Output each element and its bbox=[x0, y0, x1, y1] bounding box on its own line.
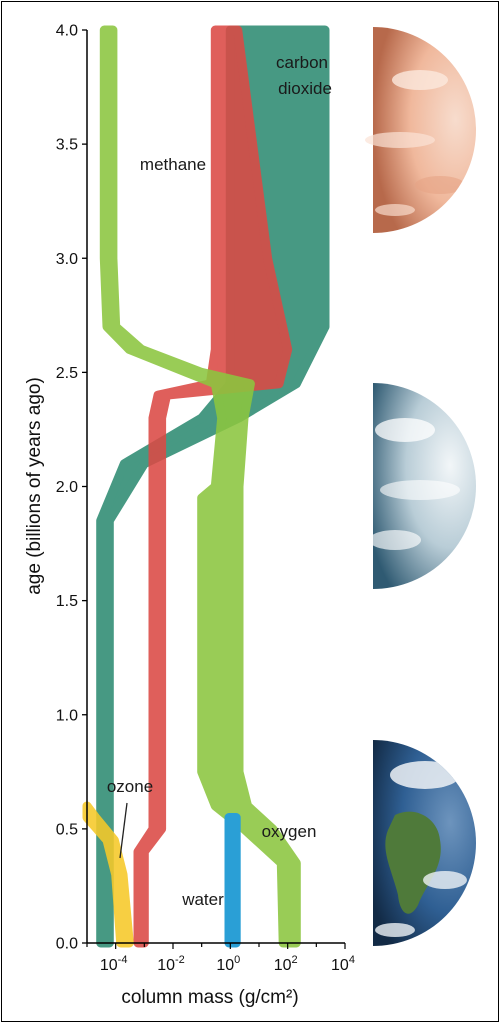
y-tick-label: 1.5 bbox=[56, 593, 78, 610]
x-tick-label: 102 bbox=[274, 954, 298, 974]
series-water bbox=[224, 813, 241, 948]
x-tick-label: 100 bbox=[216, 954, 240, 974]
middle-earth-planet bbox=[369, 383, 476, 589]
y-tick-label: 1.0 bbox=[56, 707, 78, 724]
label-dioxide: dioxide bbox=[278, 79, 332, 98]
y-tick-label: 0.5 bbox=[56, 821, 78, 838]
label-ozone: ozone bbox=[107, 777, 153, 796]
y-tick-label: 3.5 bbox=[56, 137, 78, 154]
modern-earth-planet bbox=[373, 740, 476, 946]
y-axis-label: age (billions of years ago) bbox=[24, 377, 45, 595]
label-oxygen: oxygen bbox=[262, 822, 317, 841]
y-tick-label: 2.5 bbox=[56, 365, 78, 382]
x-tick-label: 10-4 bbox=[100, 954, 128, 974]
x-tick-label: 104 bbox=[331, 954, 355, 974]
y-tick-label: 2.0 bbox=[56, 479, 78, 496]
label-methane: methane bbox=[140, 155, 206, 174]
y-tick-label: 4.0 bbox=[56, 23, 78, 40]
early-earth-planet bbox=[365, 27, 476, 233]
label-water: water bbox=[181, 890, 224, 909]
axes-layer: 0.0 0.5 1.0 1.5 2.0 2.5 3.0 3.5 4.0 10-4 10-2 100 10… bbox=[56, 23, 355, 975]
y-tick-label: 3.0 bbox=[56, 251, 78, 268]
x-tick-label: 10-2 bbox=[157, 954, 185, 974]
y-tick-label: 0.0 bbox=[56, 936, 78, 953]
ozone-leader-line bbox=[119, 802, 128, 859]
label-carbon: carbon bbox=[276, 53, 328, 72]
x-axis-label: column mass (g/cm²) bbox=[121, 987, 298, 1008]
